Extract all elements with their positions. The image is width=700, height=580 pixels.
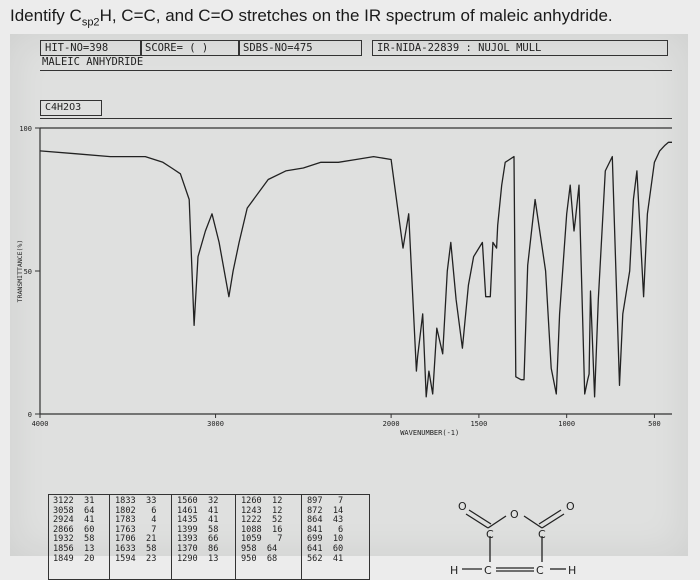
question-subscript: sp2 — [81, 16, 100, 29]
question-prefix: Identify C — [10, 6, 82, 25]
y-tick-label: 50 — [24, 268, 32, 276]
ir-nida-label: IR-NIDA-22839 : NUJOL MULL — [372, 40, 668, 56]
atom-label: O — [458, 500, 467, 513]
peak-table-column: 1833 33 1802 6 1783 4 1763 7 1706 21 163… — [115, 496, 157, 564]
atom-label: C — [484, 564, 492, 574]
x-tick-label: 3000 — [207, 420, 224, 428]
x-axis-label: WAVENUMBER(-1) — [400, 429, 459, 437]
spectrum-sheet: HIT-NO=398 SCORE= ( ) SDBS-NO=475 IR-NID… — [10, 34, 688, 580]
question-text: Identify Csp2H, C=C, and C=O stretches o… — [10, 6, 613, 28]
peak-table-divider — [171, 495, 173, 579]
atom-label: C — [536, 564, 544, 574]
atom-label: O — [566, 500, 575, 513]
y-tick-label: 0 — [28, 411, 32, 419]
compound-name: MALEIC ANHYDRIDE — [42, 56, 144, 68]
peak-table-column: 3122 31 3058 64 2924 41 2866 60 1932 58 … — [53, 496, 95, 564]
peak-table-divider — [109, 495, 111, 579]
y-axis-label: TRANSMITTANCE(%) — [16, 240, 24, 303]
maleic-anhydride-structure: O O O C C C C H H — [450, 500, 576, 574]
atom-label: O — [510, 508, 519, 521]
peak-table-divider — [235, 495, 237, 579]
x-tick-label: 500 — [648, 420, 661, 428]
x-tick-label: 2000 — [383, 420, 400, 428]
x-tick-label: 1500 — [470, 420, 487, 428]
peak-table-column: 897 7 872 14 864 43 841 6 699 10 641 60 … — [307, 496, 344, 564]
score-label: SCORE= ( ) — [140, 40, 240, 56]
x-tick-label: 4000 — [32, 420, 49, 428]
peak-table: 3122 31 3058 64 2924 41 2866 60 1932 58 … — [48, 494, 370, 580]
atom-label: C — [486, 528, 494, 541]
peak-table-column: 1560 32 1461 41 1435 41 1399 58 1393 66 … — [177, 496, 219, 564]
spectrum-line — [39, 141, 672, 398]
atom-label: C — [538, 528, 546, 541]
atom-label: H — [568, 564, 576, 574]
question-suffix: H, C=C, and C=O stretches on the IR spec… — [99, 6, 613, 25]
header-rule — [40, 70, 672, 72]
formula-rule — [40, 118, 672, 120]
formula-label: C4H2O3 — [40, 100, 102, 116]
ir-spectrum-chart: 0 50 100 4000 3000 2000 1500 1000 500 WAVENUMBER(… — [16, 125, 672, 437]
y-tick-label: 100 — [19, 125, 32, 133]
peak-table-divider — [301, 495, 303, 579]
atom-label: H — [450, 564, 458, 574]
peak-table-column: 1260 12 1243 12 1222 52 1088 16 1059 7 9… — [241, 496, 283, 564]
sdbs-no-label: SDBS-NO=475 — [238, 40, 362, 56]
x-tick-label: 1000 — [558, 420, 575, 428]
hit-no-label: HIT-NO=398 — [40, 40, 142, 56]
